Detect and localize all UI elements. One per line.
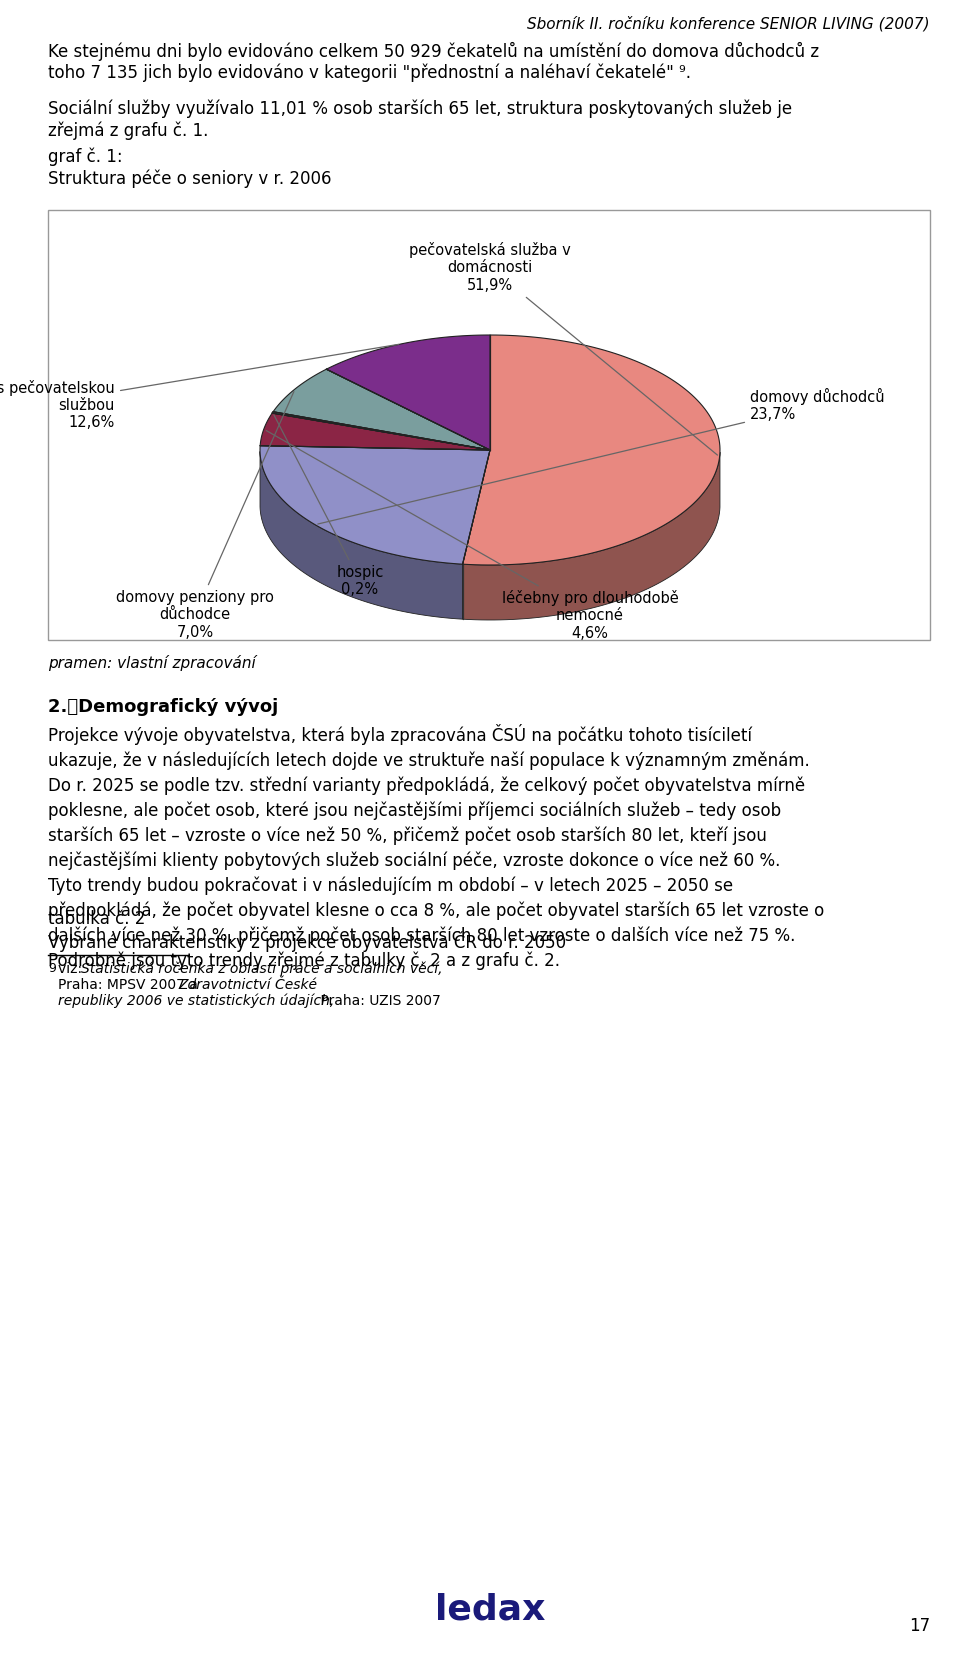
Polygon shape xyxy=(326,335,490,451)
Polygon shape xyxy=(273,370,490,451)
Bar xyxy=(48,210,930,640)
Polygon shape xyxy=(260,413,490,451)
Polygon shape xyxy=(273,411,490,451)
Text: Praha: MPSV 2007 a: Praha: MPSV 2007 a xyxy=(58,978,203,993)
Text: tabulka č. 2
Vybrané charakteristiky z projekce obyvatelstva ČR do r. 2050: tabulka č. 2 Vybrané charakteristiky z p… xyxy=(48,910,566,953)
Text: viz:: viz: xyxy=(58,963,86,976)
Text: pečovatelská služba v
domácnosti
51,9%: pečovatelská služba v domácnosti 51,9% xyxy=(409,242,717,456)
Text: graf č. 1:
Struktura péče o seniory v r. 2006: graf č. 1: Struktura péče o seniory v r.… xyxy=(48,147,331,187)
Text: Statistická ročenka z oblasti práce a sociálních věcí,: Statistická ročenka z oblasti práce a so… xyxy=(81,963,443,976)
Text: Sociální služby využívalo 11,01 % osob starších 65 let, struktura poskytovaných : Sociální služby využívalo 11,01 % osob s… xyxy=(48,99,792,139)
Text: léčebny pro dlouhodobě
nemocné
4,6%: léčebny pro dlouhodobě nemocné 4,6% xyxy=(266,431,679,641)
Text: Ke stejnému dni bylo evidováno celkem 50 929 čekatelů na umístění do domova důch: Ke stejnému dni bylo evidováno celkem 50… xyxy=(48,41,819,83)
Text: pramen: vlastní zpracování: pramen: vlastní zpracování xyxy=(48,655,255,671)
Polygon shape xyxy=(260,446,490,563)
Text: domovy penziony pro
důchodce
7,0%: domovy penziony pro důchodce 7,0% xyxy=(116,391,294,640)
Text: 17: 17 xyxy=(909,1617,930,1635)
Text: republiky 2006 ve statistických údajích,: republiky 2006 ve statistických údajích, xyxy=(58,994,334,1009)
Text: Zdravotnictví České: Zdravotnictví České xyxy=(178,978,317,993)
Text: Sborník II. ročníku konference SENIOR LIVING (2007): Sborník II. ročníku konference SENIOR LI… xyxy=(527,17,930,31)
Text: Projekce vývoje obyvatelstva, která byla zpracována ČSÚ na počátku tohoto tisíci: Projekce vývoje obyvatelstva, která byla… xyxy=(48,724,825,971)
Text: domy s pečovatelskou
službou
12,6%: domy s pečovatelskou službou 12,6% xyxy=(0,345,398,431)
Text: 9: 9 xyxy=(48,963,56,974)
Polygon shape xyxy=(463,335,720,565)
Text: 2.	Demografický vývoj: 2. Demografický vývoj xyxy=(48,698,278,716)
Text: hospic
0,2%: hospic 0,2% xyxy=(274,414,384,598)
Polygon shape xyxy=(463,452,720,620)
Text: domovy důchodců
23,7%: domovy důchodců 23,7% xyxy=(318,388,884,524)
Polygon shape xyxy=(260,451,463,620)
Text: ledax: ledax xyxy=(435,1592,545,1627)
Text: Praha: UZIS 2007: Praha: UZIS 2007 xyxy=(316,994,441,1007)
